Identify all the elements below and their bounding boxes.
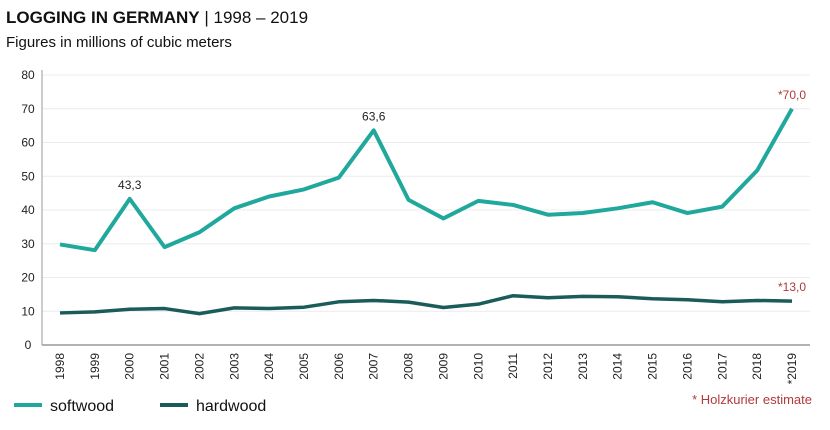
chart-title: LOGGING IN GERMANY | 1998 – 2019 <box>6 8 308 28</box>
x-tick-label: 2003 <box>227 353 241 380</box>
x-tick-label: 2012 <box>541 353 555 380</box>
y-tick-label: 20 <box>21 271 35 285</box>
legend-label-softwood: softwood <box>50 398 114 415</box>
data-label: 63,6 <box>362 109 386 123</box>
x-tick-label: 2007 <box>367 353 381 380</box>
legend-label-hardwood: hardwood <box>196 398 266 415</box>
title-bold: LOGGING IN GERMANY <box>6 8 200 27</box>
x-tick-label: 2016 <box>680 353 694 380</box>
data-label: *70,0 <box>778 88 806 102</box>
y-tick-label: 10 <box>21 304 35 318</box>
x-tick-label: 2013 <box>576 353 590 380</box>
data-label: 43,3 <box>118 178 142 192</box>
x-tick-label: 2001 <box>158 353 172 380</box>
x-tick-label: 2009 <box>436 353 450 380</box>
data-label: *13,0 <box>778 280 806 294</box>
x-tick-label: 2011 <box>506 353 520 379</box>
series-line-hardwood <box>59 293 793 316</box>
x-tick-label: 2010 <box>471 353 485 380</box>
chart-subtitle: Figures in millions of cubic meters <box>6 34 232 51</box>
x-tick-label: 2005 <box>297 353 311 380</box>
y-tick-label: 60 <box>21 136 35 150</box>
y-tick-label: 40 <box>21 203 35 217</box>
x-tick-label: 2018 <box>750 353 764 380</box>
x-tick-label: 2006 <box>332 353 346 380</box>
footnote: * Holzkurier estimate <box>692 392 812 407</box>
x-tick-label: 2004 <box>262 353 276 380</box>
y-tick-label: 50 <box>21 169 35 183</box>
x-tick-label: 2015 <box>646 353 660 380</box>
y-tick-label: 70 <box>21 102 35 116</box>
y-tick-label: 80 <box>21 68 35 82</box>
series-line-softwood <box>59 107 794 253</box>
x-tick-label: 1999 <box>88 353 102 380</box>
x-tick-label: 2000 <box>123 353 137 380</box>
y-tick-label: 0 <box>25 338 32 352</box>
x-tick-label: 2008 <box>402 353 416 380</box>
y-tick-label: 30 <box>21 237 35 251</box>
x-tick-label: 2017 <box>715 353 729 380</box>
x-tick-label: *2019 <box>785 353 799 385</box>
x-tick-label: 2002 <box>192 353 206 380</box>
title-years: | 1998 – 2019 <box>199 8 309 27</box>
x-tick-label: 1998 <box>53 353 67 380</box>
x-tick-label: 2014 <box>611 353 625 380</box>
